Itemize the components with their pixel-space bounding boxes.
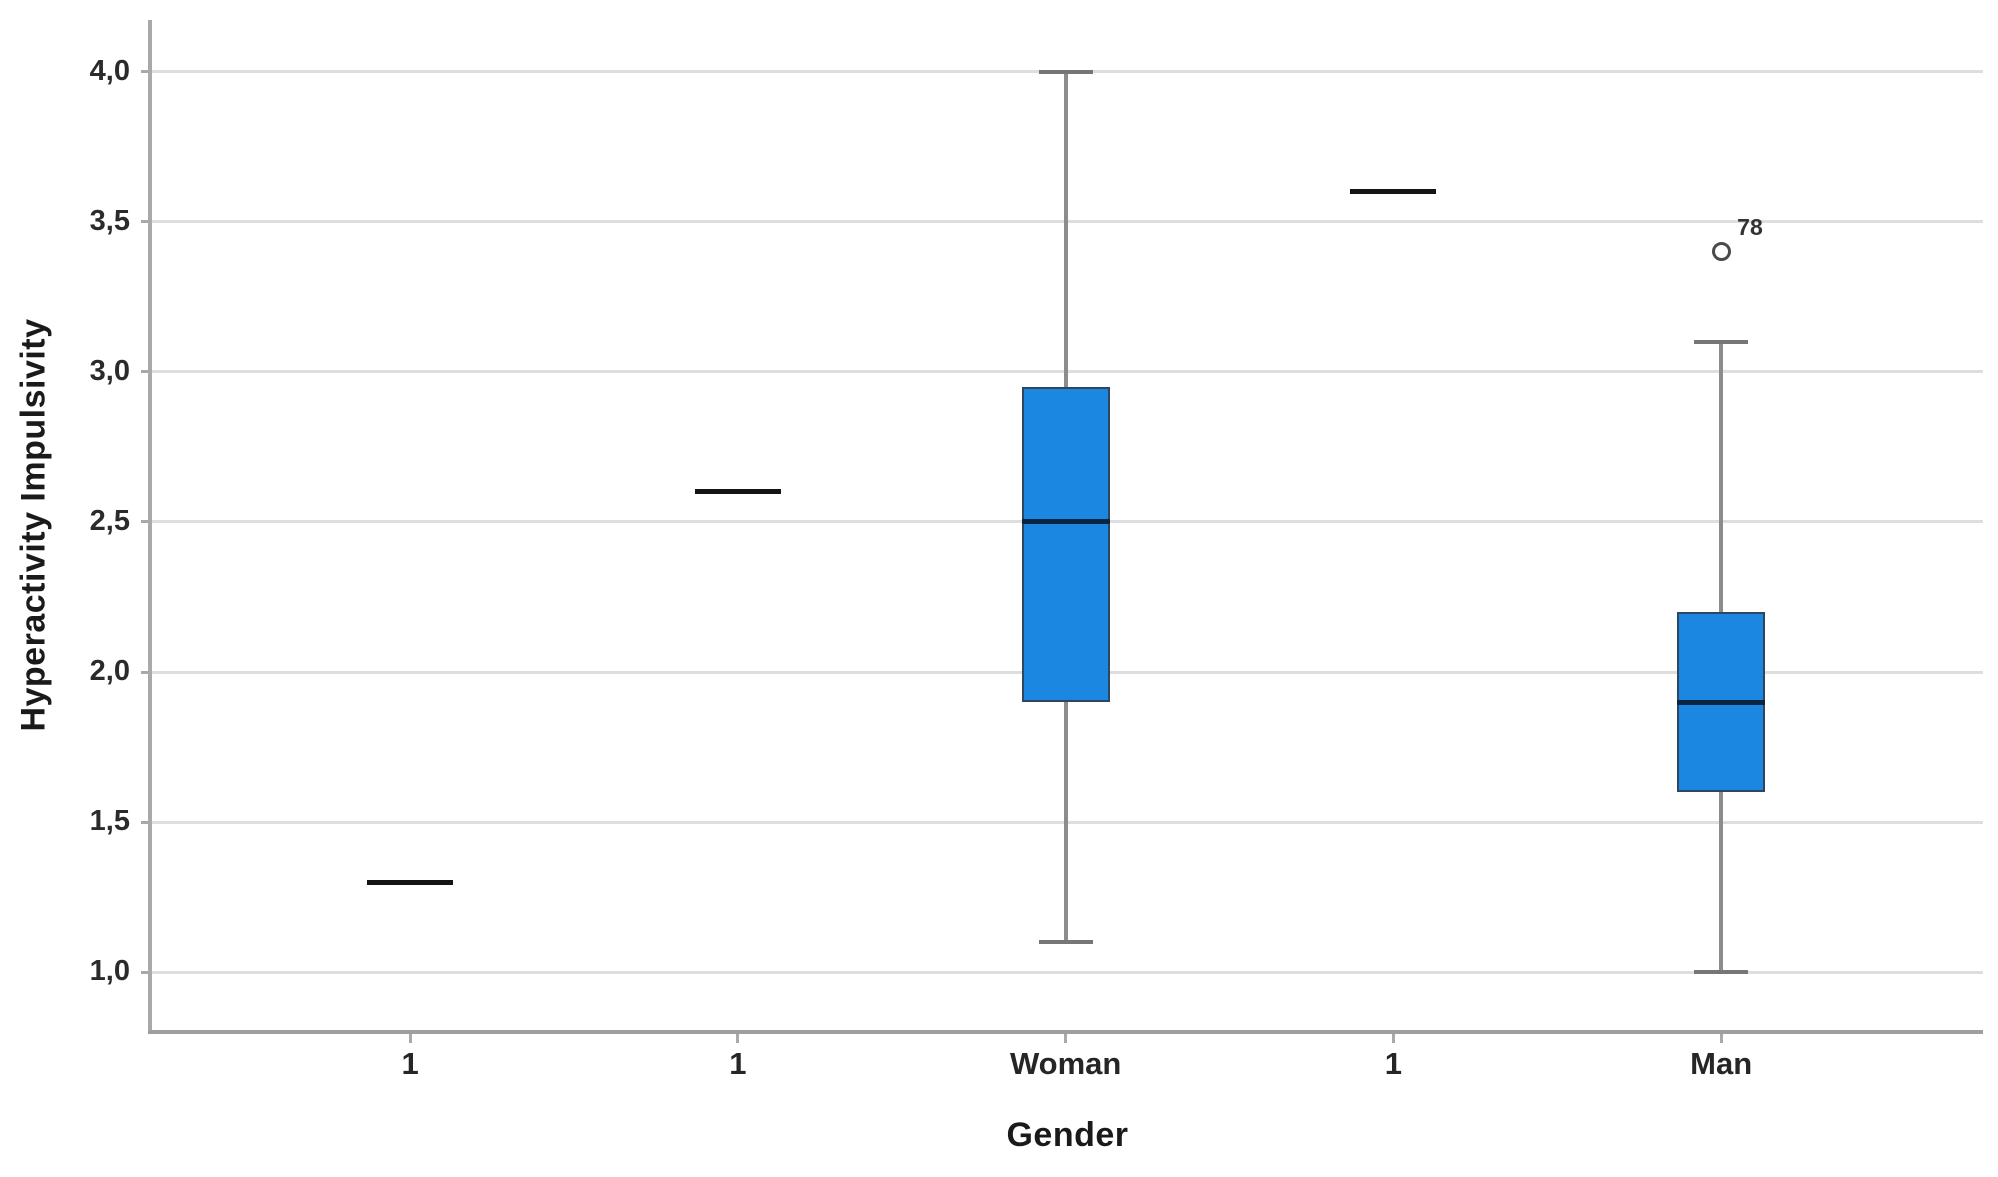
median-line bbox=[1677, 699, 1766, 705]
y-tick-label: 4,0 bbox=[89, 54, 130, 87]
x-tick-mark bbox=[1064, 1034, 1068, 1043]
x-axis-line bbox=[148, 1030, 1983, 1034]
outlier-point bbox=[1711, 242, 1731, 262]
y-tick-label: 1,5 bbox=[89, 805, 130, 838]
y-axis-line bbox=[148, 20, 152, 1034]
gridline bbox=[152, 970, 1983, 974]
x-tick-mark bbox=[736, 1034, 740, 1043]
x-category-label: Woman bbox=[1009, 1046, 1122, 1081]
box-rect bbox=[1021, 386, 1110, 703]
outlier-label: 78 bbox=[1737, 213, 1763, 240]
y-tick-mark bbox=[141, 970, 152, 974]
x-category-label: 1 bbox=[729, 1046, 747, 1081]
whisker-stem bbox=[1063, 71, 1068, 387]
plot-area: 78 bbox=[148, 20, 1983, 1034]
whisker-stem bbox=[1063, 702, 1068, 943]
whisker-cap bbox=[1038, 69, 1093, 74]
y-tick-label: 3,5 bbox=[89, 204, 130, 237]
whisker-stem bbox=[1719, 341, 1724, 612]
whisker-cap bbox=[1038, 940, 1093, 945]
median-line bbox=[1021, 519, 1110, 525]
x-category-label: 1 bbox=[1384, 1046, 1403, 1081]
x-category-label: Man bbox=[1690, 1046, 1753, 1081]
x-axis-title: Gender bbox=[1006, 1116, 1129, 1154]
x-tick-mark bbox=[408, 1034, 412, 1043]
x-category-label: 1 bbox=[401, 1046, 419, 1081]
y-tick-label: 3,0 bbox=[89, 354, 130, 387]
whisker-cap bbox=[1694, 970, 1749, 975]
y-tick-label: 2,5 bbox=[89, 504, 130, 537]
x-tick-mark bbox=[1719, 1034, 1723, 1043]
single-value-line bbox=[367, 879, 454, 885]
y-tick-mark bbox=[141, 370, 152, 374]
y-tick-mark bbox=[141, 820, 152, 824]
y-tick-mark bbox=[141, 70, 152, 74]
whisker-cap bbox=[1694, 339, 1749, 344]
single-value-line bbox=[1350, 189, 1437, 195]
y-tick-label: 1,0 bbox=[89, 955, 130, 988]
y-tick-label: 2,0 bbox=[89, 655, 130, 688]
x-tick-mark bbox=[1391, 1034, 1395, 1043]
y-tick-mark bbox=[141, 520, 152, 524]
whisker-stem bbox=[1719, 792, 1724, 973]
y-tick-mark bbox=[141, 670, 152, 674]
y-tick-mark bbox=[141, 220, 152, 224]
single-value-line bbox=[694, 489, 781, 495]
